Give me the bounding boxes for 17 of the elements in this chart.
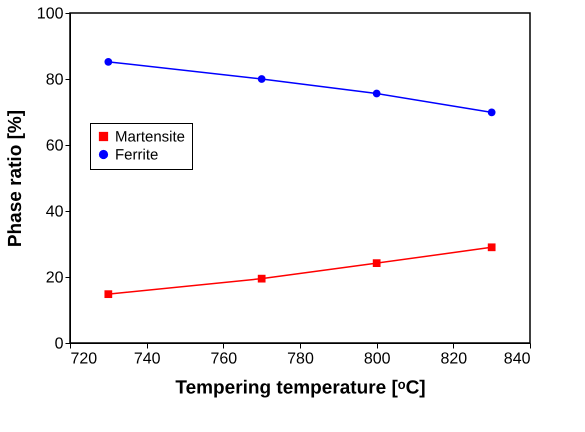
x-axis-title: Tempering temperature [ᵒC] — [175, 378, 426, 398]
legend-label: Martensite — [115, 128, 186, 146]
x-tick-label: 740 — [134, 350, 161, 368]
legend-label: Ferrite — [115, 146, 158, 164]
y-axis-title: Phase ratio [%] — [4, 110, 26, 248]
y-tick-label: 100 — [36, 6, 64, 22]
y-tick-label: 20 — [46, 270, 64, 286]
x-tick-label: 800 — [364, 350, 391, 368]
y-tick-label: 60 — [46, 138, 64, 154]
y-tick-label: 80 — [46, 72, 64, 88]
x-tick-label: 820 — [440, 350, 468, 368]
x-tick-label: 780 — [287, 350, 314, 368]
y-tick-label: 0 — [54, 336, 64, 352]
x-tick-label: 840 — [504, 350, 531, 368]
x-tick-label: 760 — [210, 350, 238, 368]
y-tick-label: 40 — [46, 204, 64, 220]
x-tick-label: 720 — [70, 350, 98, 368]
